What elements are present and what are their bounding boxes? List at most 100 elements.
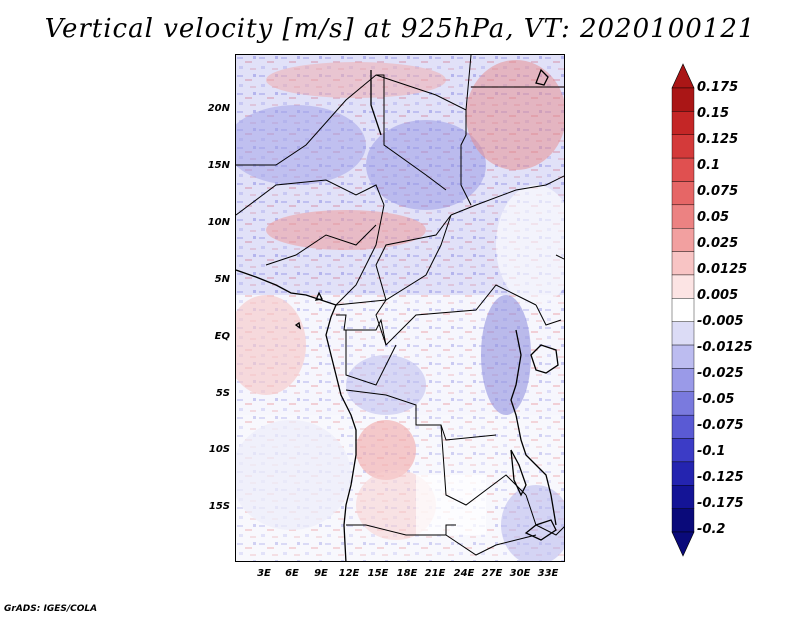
colorbar-label: -0.175 [697, 496, 744, 511]
lon-label: 12E [338, 568, 360, 579]
lake-nasser [535, 68, 549, 86]
colorbar-cell [671, 274, 695, 299]
coastline-lakes-east [510, 329, 557, 526]
border-east-edge [555, 254, 564, 260]
field-blob-blue-se [501, 485, 564, 561]
colorbar-cell [671, 368, 695, 392]
colorbar-cell [671, 228, 695, 252]
border-zambia-zimbabwe [445, 534, 537, 556]
lon-label: 3E [257, 568, 271, 579]
colorbar-label: 0.05 [697, 210, 730, 225]
colorbar-cell [671, 438, 695, 463]
lon-label: 15E [367, 568, 389, 579]
border-namibia [346, 524, 456, 536]
lake-victoria [530, 344, 559, 374]
border-south-sudan [535, 304, 562, 326]
colorbar-cell [671, 298, 695, 322]
colorbar-cells [671, 63, 695, 557]
footer-credit: GrADS: IGES/COLA [4, 604, 98, 614]
colorbar-label: -0.025 [697, 366, 744, 381]
field-blob-red-gulf [236, 295, 306, 395]
lat-label: EQ [214, 331, 230, 342]
colorbar-label: -0.05 [697, 392, 735, 407]
lon-label: 30E [509, 568, 531, 579]
colorbar [671, 63, 695, 557]
border-algeria-mali [236, 55, 472, 166]
map-panel [235, 54, 565, 562]
colorbar-label: 0.175 [697, 80, 739, 95]
border-car-drc [375, 284, 537, 346]
colorbar-label: 0.15 [697, 106, 730, 121]
colorbar-label: 0.075 [697, 184, 739, 199]
colorbar-label: 0.005 [697, 288, 739, 303]
border-ghana-nigeria [265, 224, 377, 266]
field-calm-zambia [416, 475, 486, 535]
colorbar-label: 0.025 [697, 236, 739, 251]
colorbar-cell [671, 391, 695, 416]
colorbar-cell [671, 485, 695, 509]
border-niger [376, 74, 447, 191]
border-mali-burkina [236, 179, 385, 216]
lon-label: 33E [537, 568, 559, 579]
lake-tanganyika [510, 449, 527, 497]
field-blob-blue-rift [481, 295, 531, 415]
country-borders [236, 55, 564, 556]
colorbar-bottom-arrow [671, 531, 695, 557]
field-blob-red-angola [356, 420, 416, 480]
lat-label: 20N [207, 103, 230, 114]
lon-label: 21E [424, 568, 446, 579]
border-chad-sudan [450, 175, 564, 216]
colorbar-label: -0.125 [697, 470, 744, 485]
map-svg [236, 55, 564, 561]
lat-label: 10S [208, 444, 230, 455]
colorbar-label: -0.005 [697, 314, 744, 329]
colorbar-label: 0.0125 [697, 262, 748, 277]
lat-label: 5S [215, 388, 230, 399]
colorbar-label: -0.0125 [697, 340, 753, 355]
colorbar-cell [671, 204, 695, 229]
lon-label: 27E [481, 568, 503, 579]
coastline-lake-chad [370, 70, 382, 136]
field-ocean-south [236, 420, 351, 530]
colorbar-label: 0.1 [697, 158, 721, 173]
border-libya-chad [460, 110, 472, 206]
field-band-red-top [266, 62, 446, 98]
lat-label: 15S [208, 501, 230, 512]
colorbar-cell [671, 111, 695, 135]
field-blob-blue-congo [346, 355, 426, 415]
colorbar-label: 0.125 [697, 132, 739, 147]
island-sao-tome [294, 321, 301, 330]
coastlines [236, 68, 559, 561]
field-blob-blue-nc [366, 120, 486, 210]
lon-label: 24E [453, 568, 475, 579]
border-mozambique [525, 494, 564, 536]
colorbar-label: -0.075 [697, 418, 744, 433]
lon-label: 9E [314, 568, 328, 579]
border-gabon [336, 314, 387, 346]
colorbar-cell [671, 414, 695, 439]
colorbar-top-arrow [671, 63, 695, 89]
colorbar-cell [671, 87, 695, 112]
border-car-chad [335, 214, 452, 306]
colorbar-cell [671, 321, 695, 346]
lake-malawi [524, 519, 557, 541]
lon-label: 6E [285, 568, 299, 579]
colorbar-cell [671, 344, 695, 369]
field-calm-east [496, 185, 564, 305]
colorbar-cell [671, 157, 695, 182]
colorbar-cell [671, 181, 695, 206]
colorbar-cell [671, 251, 695, 276]
lat-label: 10N [207, 217, 230, 228]
coastline-west [236, 269, 357, 561]
chart-title: Vertical velocity [m/s] at 925hPa, VT: 2… [44, 14, 756, 44]
lon-label: 18E [396, 568, 418, 579]
island-bioko [314, 291, 323, 301]
lat-label: 5N [214, 274, 230, 285]
border-angola-zambia [440, 424, 527, 506]
border-drc-angola [345, 389, 497, 441]
colorbar-label: -0.2 [697, 522, 726, 537]
colorbar-cell [671, 508, 695, 533]
field-band-red-sahel [266, 210, 426, 250]
border-congo [345, 330, 397, 386]
colorbar-cell [671, 134, 695, 159]
